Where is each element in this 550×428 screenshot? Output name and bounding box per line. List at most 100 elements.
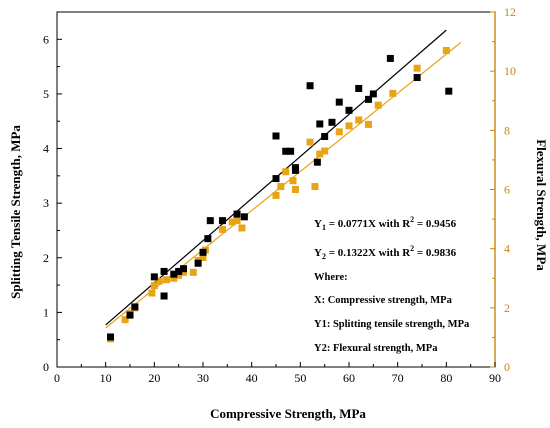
right-tick-label: 12	[504, 5, 516, 19]
splitting-tensile-point	[321, 133, 329, 141]
splitting-tensile-point	[364, 95, 372, 103]
flexural-point	[163, 276, 170, 284]
splitting-tensile-point	[180, 265, 188, 273]
flexural-point	[389, 89, 397, 97]
flexural-point	[155, 277, 163, 285]
splitting-tensile-point	[107, 333, 115, 341]
x-definition: X: Compressive strength, MPa	[314, 295, 453, 306]
flexural-point	[218, 225, 226, 233]
splitting-tensile-point	[291, 164, 299, 172]
flexural-point	[306, 138, 314, 146]
flexural-point	[316, 150, 324, 158]
right-tick-label: 2	[504, 301, 510, 315]
flexural-point	[238, 224, 246, 232]
splitting-tensile-point	[131, 303, 139, 311]
y1-definition: Y1: Splitting tensile strength, MPa	[314, 319, 470, 330]
x-tick-label: 10	[100, 371, 112, 385]
flexural-point	[148, 289, 156, 297]
flexural-point	[180, 268, 188, 276]
flexural-point	[189, 268, 197, 276]
splitting-tensile-point	[413, 74, 421, 82]
x-tick-label: 20	[148, 371, 160, 385]
flexural-point	[291, 186, 299, 193]
x-tick-label: 70	[392, 371, 404, 385]
splitting-tensile-point	[316, 120, 324, 128]
flexural-point	[277, 183, 285, 191]
flexural-point	[170, 274, 178, 282]
flexural-point	[289, 177, 297, 185]
splitting-tensile-point	[272, 132, 280, 140]
x-tick-label: 50	[294, 371, 306, 385]
splitting-tensile-point	[445, 87, 453, 95]
right-tick-label: 10	[504, 64, 516, 78]
splitting-tensile-point	[126, 311, 134, 319]
flexural-point	[345, 122, 353, 130]
splitting-tensile-point	[160, 292, 168, 300]
x-axis-title: Compressive Strength, MPa	[210, 406, 366, 421]
flexural-point	[272, 191, 280, 199]
left-tick-label: 1	[43, 305, 49, 319]
splitting-tensile-point	[272, 175, 280, 183]
splitting-tensile-point	[282, 147, 290, 155]
flexural-point	[228, 218, 236, 226]
x-tick-label: 40	[246, 371, 258, 385]
flexural-point	[364, 120, 372, 128]
where-label: Where:	[314, 272, 348, 283]
right-tick-label: 0	[504, 360, 510, 374]
left-tick-label: 0	[43, 360, 49, 374]
left-tick-label: 6	[43, 32, 49, 46]
flexural-point	[442, 46, 450, 54]
equation-annotation: Y1 = 0.0771X with R2 = 0.9456 Y2 = 0.132…	[314, 215, 470, 354]
right-tick-label: 6	[504, 183, 510, 197]
flexural-point	[355, 116, 363, 124]
splitting-tensile-point	[287, 147, 295, 155]
splitting-tensile-point	[313, 158, 321, 166]
splitting-tensile-point	[194, 259, 202, 267]
splitting-tensile-point	[306, 82, 314, 90]
splitting-tensile-point	[386, 54, 394, 62]
data-points	[107, 46, 453, 343]
splitting-tensile-point	[233, 210, 241, 218]
x-tick-label: 80	[440, 371, 452, 385]
flexural-point	[233, 217, 241, 225]
left-axis-title: Splitting Tensile Strength, MPa	[8, 125, 23, 299]
x-tick-label: 60	[343, 371, 355, 385]
x-tick-label: 0	[54, 371, 60, 385]
equation-y1: Y1 = 0.0771X with R2 = 0.9456	[314, 215, 457, 232]
splitting-tensile-point	[160, 267, 168, 275]
splitting-tensile-point	[204, 235, 212, 243]
splitting-tensile-point	[240, 213, 248, 221]
right-tick-label: 8	[504, 123, 510, 137]
x-tick-label: 30	[197, 371, 209, 385]
splitting-tensile-point	[218, 217, 226, 225]
flexural-point	[335, 128, 343, 136]
left-tick-label: 2	[43, 251, 49, 265]
splitting-tensile-point	[175, 267, 183, 275]
splitting-tensile-point	[206, 217, 214, 225]
flexural-point	[282, 168, 290, 176]
left-tick-label: 5	[43, 87, 49, 101]
flexural-point	[321, 147, 329, 155]
flexural-point	[199, 254, 207, 262]
splitting-tensile-point	[345, 106, 353, 114]
flexural-point	[374, 101, 382, 109]
splitting-tensile-point	[328, 118, 336, 126]
splitting-tensile-point	[355, 84, 363, 92]
y2-definition: Y2: Flexural strength, MPa	[314, 343, 438, 354]
splitting-tensile-point	[150, 273, 158, 281]
right-axis-title: Flexural Strength, MPa	[534, 139, 549, 271]
splitting-tensile-point	[369, 90, 377, 98]
left-tick-label: 3	[43, 196, 49, 210]
splitting-tensile-point	[170, 270, 178, 278]
x-tick-label: 90	[489, 371, 501, 385]
equation-y2: Y2 = 0.1322X with R2 = 0.9836	[314, 244, 457, 261]
flexural-point	[121, 316, 129, 324]
right-tick-label: 4	[504, 242, 510, 256]
splitting-tensile-point	[199, 248, 207, 256]
flexural-point	[150, 282, 158, 290]
splitting-tensile-point	[335, 98, 343, 106]
left-tick-label: 4	[43, 142, 49, 156]
flexural-point	[311, 183, 319, 191]
